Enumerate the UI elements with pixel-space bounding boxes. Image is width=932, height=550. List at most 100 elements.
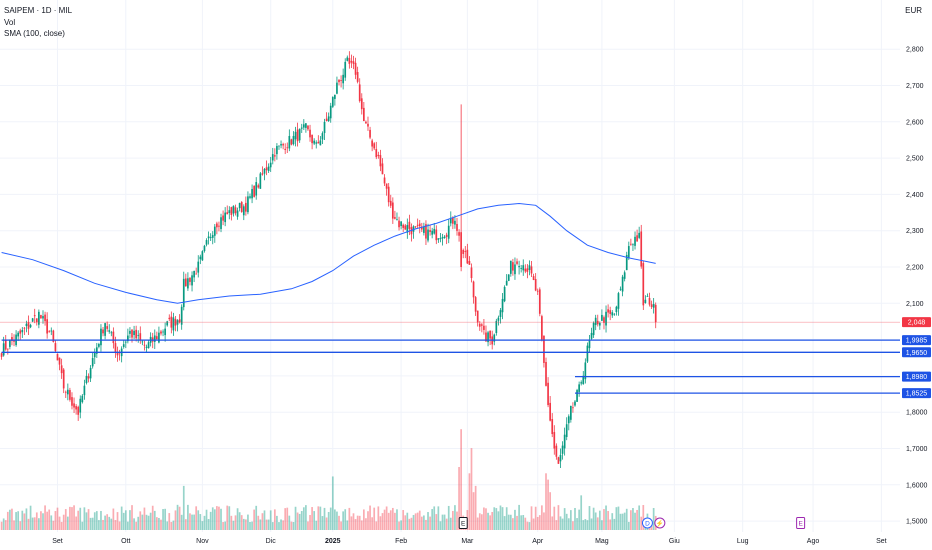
- candle-down[interactable]: [464, 251, 467, 252]
- candle-up[interactable]: [207, 236, 210, 239]
- candle-down[interactable]: [40, 315, 42, 319]
- split-event-marker[interactable]: [654, 517, 666, 529]
- candle-down[interactable]: [530, 266, 533, 274]
- candle-up[interactable]: [203, 245, 206, 252]
- candle-down[interactable]: [71, 397, 73, 406]
- candle-down[interactable]: [4, 340, 7, 350]
- candle-up[interactable]: [520, 268, 523, 269]
- candle-down[interactable]: [230, 207, 233, 215]
- last-price-tag[interactable]: [902, 317, 931, 328]
- candle-up[interactable]: [280, 144, 282, 146]
- candle-down[interactable]: [35, 318, 38, 323]
- candle-up[interactable]: [259, 173, 262, 189]
- candle-up[interactable]: [565, 424, 568, 437]
- candle-down[interactable]: [106, 326, 109, 329]
- level-price-tag[interactable]: [902, 347, 931, 358]
- candle-down[interactable]: [352, 61, 355, 64]
- candle-down[interactable]: [360, 98, 363, 110]
- candle-down[interactable]: [325, 118, 328, 122]
- candle-down[interactable]: [348, 57, 351, 64]
- candle-down[interactable]: [75, 406, 77, 410]
- candle-up[interactable]: [263, 168, 266, 174]
- candle-up[interactable]: [528, 265, 531, 271]
- candle-up[interactable]: [611, 312, 614, 316]
- candle-up[interactable]: [652, 304, 655, 308]
- candle-up[interactable]: [495, 320, 498, 334]
- candle-down[interactable]: [350, 60, 353, 63]
- candle-up[interactable]: [563, 434, 566, 449]
- candle-down[interactable]: [307, 125, 309, 130]
- candle-down[interactable]: [371, 140, 373, 147]
- candle-up[interactable]: [182, 278, 185, 308]
- candle-down[interactable]: [462, 249, 465, 254]
- candle-up[interactable]: [503, 286, 506, 302]
- candle-down[interactable]: [363, 107, 365, 122]
- candle-down[interactable]: [58, 357, 61, 365]
- candle-down[interactable]: [485, 332, 487, 342]
- candle-down[interactable]: [365, 121, 367, 124]
- candle-down[interactable]: [367, 123, 369, 127]
- volume-legend-label[interactable]: Vol: [4, 17, 16, 27]
- candle-down[interactable]: [286, 147, 289, 149]
- candle-up[interactable]: [251, 189, 253, 199]
- candle-up[interactable]: [331, 97, 334, 107]
- candle-down[interactable]: [102, 329, 104, 334]
- candle-up[interactable]: [487, 332, 489, 343]
- candle-down[interactable]: [416, 224, 419, 226]
- candle-up[interactable]: [576, 390, 578, 402]
- candle-down[interactable]: [420, 226, 423, 230]
- candle-down[interactable]: [11, 337, 13, 341]
- candle-up[interactable]: [627, 246, 630, 259]
- candle-down[interactable]: [282, 144, 284, 146]
- candle-down[interactable]: [555, 445, 558, 457]
- candle-up[interactable]: [300, 127, 303, 129]
- candle-up[interactable]: [25, 323, 28, 326]
- candle-up[interactable]: [625, 254, 628, 271]
- candle-up[interactable]: [269, 162, 272, 168]
- candle-down[interactable]: [452, 217, 454, 224]
- candle-down[interactable]: [112, 331, 115, 344]
- candle-up[interactable]: [501, 298, 504, 313]
- candle-down[interactable]: [538, 289, 541, 314]
- candle-down[interactable]: [385, 183, 388, 189]
- candle-down[interactable]: [19, 330, 22, 334]
- candle-up[interactable]: [276, 146, 278, 155]
- candle-up[interactable]: [137, 334, 140, 336]
- candle-up[interactable]: [224, 212, 227, 223]
- candle-up[interactable]: [153, 335, 156, 342]
- candle-down[interactable]: [135, 329, 137, 339]
- candle-down[interactable]: [553, 432, 556, 449]
- earnings-upcoming-event-marker[interactable]: [796, 517, 806, 529]
- symbol-title[interactable]: SAIPEM · 1D · MIL: [4, 6, 73, 15]
- candle-up[interactable]: [209, 237, 212, 239]
- candle-down[interactable]: [458, 232, 460, 236]
- candle-down[interactable]: [296, 129, 299, 142]
- candle-down[interactable]: [650, 304, 653, 307]
- candle-up[interactable]: [89, 367, 92, 379]
- candle-up[interactable]: [108, 330, 111, 332]
- candle-down[interactable]: [609, 310, 612, 314]
- candle-up[interactable]: [431, 230, 434, 235]
- candle-up[interactable]: [85, 375, 88, 384]
- candle-up[interactable]: [447, 225, 450, 239]
- candle-down[interactable]: [603, 317, 605, 323]
- candle-up[interactable]: [315, 142, 318, 144]
- candle-up[interactable]: [17, 332, 20, 337]
- candle-down[interactable]: [27, 322, 30, 329]
- candle-down[interactable]: [240, 202, 243, 212]
- candle-down[interactable]: [379, 155, 382, 167]
- candle-up[interactable]: [586, 345, 589, 362]
- candle-up[interactable]: [423, 226, 425, 233]
- candle-down[interactable]: [139, 333, 142, 340]
- candle-up[interactable]: [522, 265, 525, 271]
- candle-down[interactable]: [156, 336, 158, 340]
- candle-down[interactable]: [44, 314, 46, 322]
- candle-up[interactable]: [584, 362, 587, 380]
- candle-up[interactable]: [133, 330, 135, 336]
- candle-down[interactable]: [338, 79, 340, 83]
- candle-up[interactable]: [180, 306, 183, 325]
- candle-up[interactable]: [505, 280, 508, 286]
- candle-up[interactable]: [100, 328, 102, 346]
- candle-down[interactable]: [369, 129, 371, 138]
